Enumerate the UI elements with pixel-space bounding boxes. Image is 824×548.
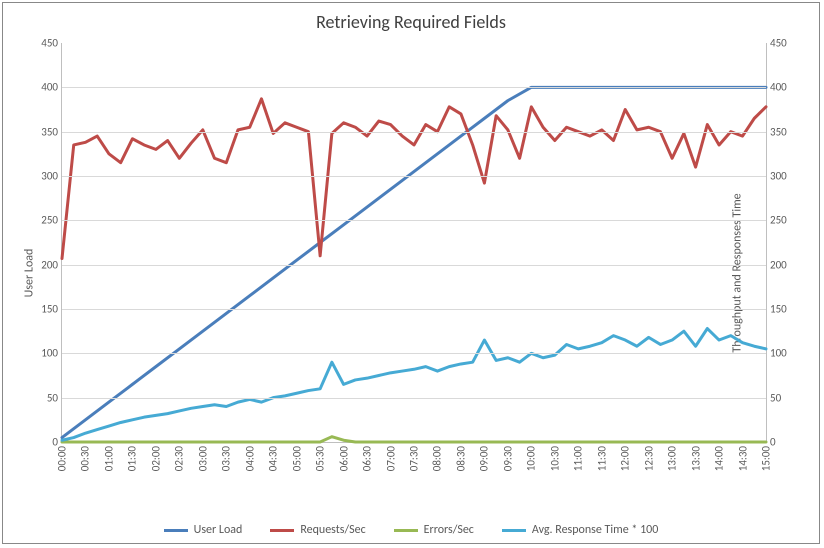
y-right-tick: 100 (766, 347, 787, 360)
y-right-tick: 50 (766, 391, 781, 404)
y-left-tick: 350 (41, 125, 62, 138)
y-left-tick: 300 (41, 170, 62, 183)
gridline (62, 87, 766, 88)
x-tick: 13:30 (689, 442, 702, 471)
y-left-tick: 400 (41, 81, 62, 94)
y-left-tick: 200 (41, 258, 62, 271)
legend-swatch (164, 529, 188, 532)
x-tick: 06:00 (337, 442, 350, 471)
y-right-tick: 300 (766, 170, 787, 183)
plot-area: 0050501001001501502002002502503003003503… (61, 43, 767, 443)
x-tick: 03:30 (220, 442, 233, 471)
x-tick: 06:30 (361, 442, 374, 471)
x-tick: 07:30 (408, 442, 421, 471)
y-left-tick: 150 (41, 303, 62, 316)
x-tick: 14:00 (713, 442, 726, 471)
chart-lines (62, 43, 766, 442)
legend: User Load Requests/Sec Errors/Sec Avg. Resp… (3, 523, 819, 537)
x-tick: 11:00 (572, 442, 585, 471)
legend-item: Errors/Sec (394, 523, 474, 537)
gridline (62, 132, 766, 133)
x-tick: 04:30 (267, 442, 280, 471)
x-tick: 04:00 (243, 442, 256, 471)
x-tick: 15:00 (760, 442, 773, 471)
gridline (62, 220, 766, 221)
x-tick: 13:00 (666, 442, 679, 471)
x-tick: 09:00 (478, 442, 491, 471)
x-tick: 05:30 (314, 442, 327, 471)
y-right-tick: 400 (766, 81, 787, 94)
legend-label: User Load (194, 523, 243, 537)
x-tick: 12:00 (619, 442, 632, 471)
legend-label: Avg. Response Time * 100 (532, 523, 658, 537)
y-right-tick: 150 (766, 303, 787, 316)
y-left-axis-label: User Load (22, 249, 36, 298)
gridline (62, 398, 766, 399)
chart-frame: Retrieving Required Fields User Load Thr… (2, 2, 820, 544)
y-left-tick: 250 (41, 214, 62, 227)
x-tick: 00:30 (79, 442, 92, 471)
legend-swatch (270, 529, 294, 532)
y-left-tick: 100 (41, 347, 62, 360)
x-tick: 08:00 (431, 442, 444, 471)
y-left-tick: 450 (41, 37, 62, 50)
y-right-tick: 250 (766, 214, 787, 227)
y-left-tick: 50 (47, 391, 62, 404)
legend-label: Errors/Sec (424, 523, 474, 537)
legend-item: Avg. Response Time * 100 (502, 523, 658, 537)
x-tick: 02:30 (173, 442, 186, 471)
series-line (62, 329, 766, 441)
gridline (62, 309, 766, 310)
x-tick: 02:00 (149, 442, 162, 471)
legend-swatch (502, 529, 526, 532)
legend-item: User Load (164, 523, 243, 537)
legend-label: Requests/Sec (300, 523, 365, 537)
x-tick: 03:00 (196, 442, 209, 471)
gridline (62, 353, 766, 354)
y-right-tick: 450 (766, 37, 787, 50)
x-tick: 05:00 (290, 442, 303, 471)
legend-swatch (394, 529, 418, 532)
x-tick: 01:00 (102, 442, 115, 471)
y-right-tick: 200 (766, 258, 787, 271)
x-tick: 10:00 (525, 442, 538, 471)
x-tick: 09:30 (501, 442, 514, 471)
x-tick: 00:00 (56, 442, 69, 471)
series-line (62, 99, 766, 259)
gridline (62, 265, 766, 266)
x-tick: 11:30 (595, 442, 608, 471)
x-tick: 01:30 (126, 442, 139, 471)
y-right-tick: 350 (766, 125, 787, 138)
x-tick: 07:00 (384, 442, 397, 471)
gridline (62, 176, 766, 177)
x-tick: 10:30 (548, 442, 561, 471)
x-tick: 12:30 (642, 442, 655, 471)
x-tick: 08:30 (454, 442, 467, 471)
legend-item: Requests/Sec (270, 523, 365, 537)
x-tick: 14:30 (736, 442, 749, 471)
chart-title: Retrieving Required Fields (3, 11, 819, 33)
